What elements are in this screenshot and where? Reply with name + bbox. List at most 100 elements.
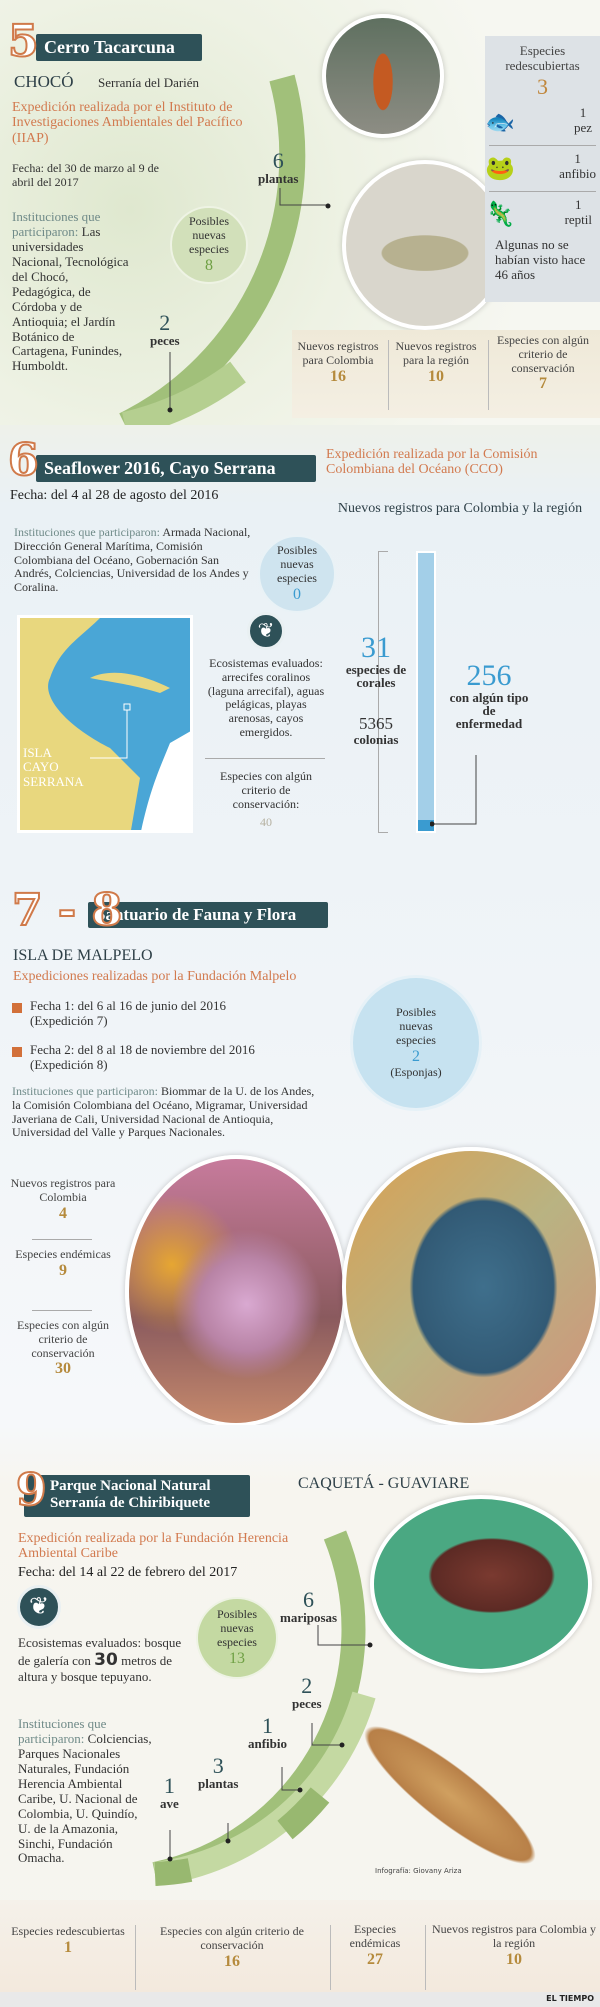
caribbean-map bbox=[20, 618, 190, 830]
group-count: 2 bbox=[301, 1673, 313, 1698]
group-count: 6 bbox=[303, 1587, 315, 1612]
bullet-icon bbox=[12, 1003, 22, 1013]
map-label: ISLA CAYO SERRANA bbox=[23, 745, 84, 789]
group-label: anfibio bbox=[248, 1736, 288, 1751]
expedition-text: Expedición realizada por la Comisión Col… bbox=[326, 447, 538, 478]
coral-photo bbox=[125, 1155, 347, 1427]
section-chiribiquete: Parque Nacional Natural Serranía de Chir… bbox=[0, 1425, 600, 2007]
corals-count: 31 bbox=[361, 631, 391, 664]
colonies-label: colonias bbox=[353, 731, 399, 747]
new-species-circle: Posibles nuevas especies 2 (Esponjas) bbox=[350, 975, 482, 1111]
colonies-count: 5365 bbox=[359, 714, 393, 733]
section-number: 5 bbox=[7, 16, 40, 67]
section-number: 7 - 8 bbox=[11, 885, 123, 936]
new-species-circle: Posibles nuevas especies 13 bbox=[196, 1597, 278, 1679]
stat-new-colombia: Nuevos registros para Colombia 16 bbox=[297, 339, 379, 385]
section-title: Santuario de Fauna y Flora bbox=[88, 902, 328, 928]
expedition-text: Expediciones realizadas por la Fundación… bbox=[13, 969, 297, 984]
disease-count: 256 bbox=[466, 659, 512, 692]
expedition-text: Expedición realizada por la Fundación He… bbox=[18, 1531, 289, 1562]
section-title: Cerro Tacarcuna bbox=[36, 34, 202, 61]
conservation-value: 40 bbox=[260, 815, 272, 829]
stat-conservation: Especies con algún criterio de conservac… bbox=[497, 333, 589, 393]
date2-text: Fecha 2: del 8 al 18 de noviembre del 20… bbox=[30, 1042, 255, 1072]
stat-endemic: Especies endémicas 27 bbox=[349, 1922, 401, 1968]
section-number: 9 bbox=[15, 1465, 48, 1516]
institutions-label: Instituciones que participaron: bbox=[12, 1084, 158, 1098]
rediscovered-label: Especies redescubiertas bbox=[505, 43, 580, 73]
subregion-label: Serranía del Darién bbox=[98, 75, 200, 90]
bullet-icon bbox=[12, 1047, 22, 1057]
date1-text: Fecha 1: del 6 al 16 de junio del 2016 (… bbox=[30, 998, 227, 1028]
place-label: ISLA DE MALPELO bbox=[13, 947, 153, 964]
stat-rediscovered: Especies redescubiertas 1 bbox=[11, 1924, 125, 1956]
brand-logo: EL TIEMPO bbox=[546, 1994, 594, 2003]
group-label: peces bbox=[292, 1696, 322, 1711]
new-species-circle: Posibles nuevas especies 0 bbox=[258, 535, 336, 613]
ecosystems-text: Ecosistemas evaluados: arrecifes coralin… bbox=[207, 656, 325, 739]
species-arc bbox=[119, 74, 331, 425]
region-label: CHOCÓ bbox=[14, 72, 74, 91]
arc-fish bbox=[121, 361, 246, 425]
stat-endemic: Especies endémicas 9 bbox=[15, 1247, 111, 1279]
corals-label: especies de corales bbox=[345, 662, 407, 690]
institutions-label: Instituciones que participaron: bbox=[18, 1716, 107, 1746]
group-label: ave bbox=[160, 1796, 179, 1811]
leaf-icon: ❦ bbox=[247, 612, 285, 650]
rediscovered-item: 🐸 1 anfibio bbox=[485, 146, 596, 192]
rediscovered-item: 🦎 1 reptil bbox=[485, 196, 592, 228]
frog-icon: 🐸 bbox=[485, 155, 515, 182]
date-text: Fecha: del 30 de marzo al 9 de abril del… bbox=[12, 161, 159, 189]
new-species-label: Posibles nuevas especies bbox=[188, 214, 229, 256]
credit-text: Infografía: Giovany Ariza bbox=[375, 1867, 462, 1875]
rediscovered-item: 🐟 1 pez bbox=[485, 100, 596, 146]
institutions-text: Biommar de la U. de los Andes, la Comisi… bbox=[12, 1084, 315, 1140]
ecosystems-height: 30 bbox=[94, 1649, 118, 1670]
section-seaflower: Seaflower 2016, Cayo Serrana 6 Expedició… bbox=[0, 425, 600, 865]
institutions-text: Las universidades Nacional, Tecnológica … bbox=[12, 223, 129, 374]
rediscovered-value: 3 bbox=[537, 73, 548, 99]
fish-label: peces bbox=[150, 333, 180, 348]
stat-new-records: Nuevos registros para Colombia y la regi… bbox=[432, 1922, 596, 1968]
section-cerro-tacarcuna: Cerro Tacarcuna 5 CHOCÓ Serranía del Dar… bbox=[0, 0, 600, 425]
plants-count: 6 bbox=[272, 148, 284, 173]
fish-count: 2 bbox=[159, 310, 171, 335]
ecosystems-text: Ecosistemas evaluados: bosque de galería… bbox=[18, 1635, 182, 1668]
rediscovered-panel: Especies redescubiertas 3 🐟 1 pez 🐸 1 anfibi… bbox=[485, 36, 600, 302]
institutions-label: Instituciones que participaron: bbox=[14, 525, 160, 539]
region-label: CAQUETÁ - GUAVIARE bbox=[298, 1475, 470, 1492]
plants-label: plantas bbox=[258, 171, 299, 186]
new-species-value: 8 bbox=[205, 256, 213, 274]
stat-conservation: Especies con algún criterio de conservac… bbox=[160, 1924, 304, 1970]
conservation-label: Especies con algún criterio de conservac… bbox=[220, 769, 312, 811]
group-count: 3 bbox=[212, 1753, 224, 1778]
section-malpelo: Santuario de Fauna y Flora 7 - 8 ISLA DE… bbox=[0, 865, 600, 1427]
expedition-text: Expedición realizada por el Instituto de… bbox=[12, 100, 243, 146]
date-text: Fecha: del 4 al 28 de agosto del 2016 bbox=[10, 488, 219, 503]
fish-icon: 🐟 bbox=[485, 109, 515, 136]
fish-photo bbox=[342, 160, 508, 330]
group-count: 1 bbox=[262, 1713, 273, 1738]
disease-label: con algún tipo de enfermedad bbox=[449, 690, 529, 731]
group-count: 1 bbox=[163, 1773, 175, 1798]
leaf-icon: ❦ bbox=[17, 1585, 61, 1629]
stat-new-colombia: Nuevos registros para Colombia 4 bbox=[10, 1176, 116, 1222]
lizard-icon: 🦎 bbox=[485, 201, 515, 228]
section-title: Parque Nacional Natural Serranía de Chir… bbox=[24, 1475, 250, 1517]
arc-plants bbox=[119, 74, 306, 425]
institutions-label: Instituciones que participaron: bbox=[12, 209, 101, 239]
group-label: plantas bbox=[198, 1776, 239, 1791]
section-number: 6 bbox=[7, 435, 40, 486]
stat-new-region: Nuevos registros para la región 10 bbox=[395, 339, 477, 385]
new-species-circle: Posibles nuevas especies 8 bbox=[170, 206, 248, 284]
section-title: Seaflower 2016, Cayo Serrana bbox=[36, 455, 316, 482]
group-label: mariposas bbox=[280, 1610, 338, 1625]
records-bar bbox=[416, 551, 436, 833]
map: ISLA CAYO SERRANA bbox=[17, 615, 193, 833]
institutions-text: Colciencias, Parques Nacionales Naturale… bbox=[18, 1730, 152, 1866]
records-bar-disease-fill bbox=[418, 820, 434, 831]
sponge-photo bbox=[342, 1147, 600, 1427]
institutions-text: Armada Nacional, Dirección General Marít… bbox=[14, 525, 251, 595]
records-title: Nuevos registros para Colombia y la regi… bbox=[337, 501, 583, 516]
stat-conservation: Especies con algún criterio de conservac… bbox=[17, 1318, 109, 1378]
